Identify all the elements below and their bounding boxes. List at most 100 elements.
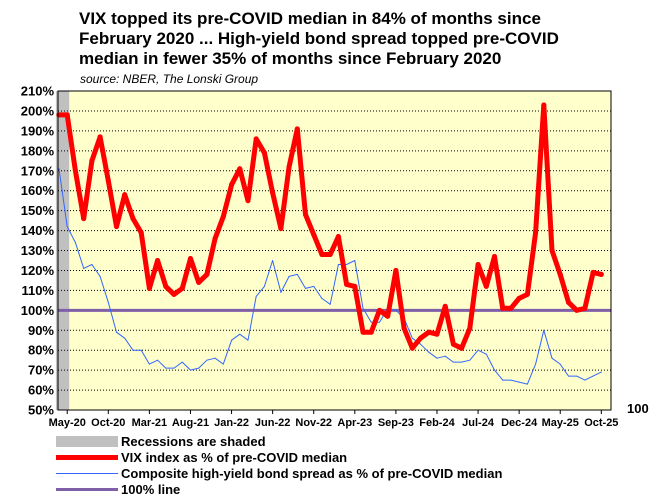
spread-series-line-point	[469, 359, 471, 361]
spread-series-line-point	[526, 383, 528, 385]
x-tick-label: Apr-23	[337, 417, 372, 429]
chart-legend: Recessions are shaded VIX index as % of …	[56, 433, 502, 497]
spread-series-line-point	[584, 379, 586, 381]
spread-series-line-point	[592, 375, 594, 377]
spread-series-line-point	[559, 363, 561, 365]
spread-series-line-point	[173, 367, 175, 369]
spread-series-line-point	[132, 349, 134, 351]
spread-series-line-point	[148, 363, 150, 365]
vix-series-line-point	[319, 251, 325, 257]
vix-series-line-point	[467, 325, 473, 331]
vix-series-line-point	[442, 303, 448, 309]
legend-label-spread: Composite high-yield bond spread as % of…	[121, 465, 503, 481]
spread-series-line-point	[337, 263, 339, 265]
spread-series-line-point	[239, 333, 241, 335]
spread-series-line-point	[91, 263, 93, 265]
y-tick-label: 100%	[21, 303, 55, 318]
vix-series-line-point	[393, 267, 399, 273]
spread-series-line-point	[354, 259, 356, 261]
vix-series-line-point	[418, 335, 424, 341]
spread-series-line-point	[214, 357, 216, 359]
spread-series-line-point	[206, 359, 208, 361]
y-tick-label: 120%	[21, 263, 55, 278]
vix-series-line-point	[401, 325, 407, 331]
spread-series-line-point	[543, 329, 545, 331]
vix-series-line-point	[450, 341, 456, 347]
spread-series-line-point	[181, 361, 183, 363]
spread-series-line-point	[272, 259, 274, 261]
spread-series-line-point	[222, 363, 224, 365]
y-tick-label: 130%	[21, 243, 55, 258]
line100-swatch	[56, 487, 118, 491]
vix-series-line-point	[426, 329, 432, 335]
spread-series-line-point	[247, 339, 249, 341]
vix-series-line-point	[360, 329, 366, 335]
spread-series-line-point	[362, 307, 364, 309]
vix-series-line-point	[229, 182, 235, 188]
x-tick-label: May-20	[49, 417, 86, 429]
vix-series-line-point	[303, 212, 309, 218]
spread-series-line-point	[428, 351, 430, 353]
y-tick-label: 90%	[28, 323, 54, 338]
legend-label-100line: 100% line	[121, 481, 181, 497]
y-tick-label: 50%	[28, 403, 54, 418]
spread-series-line-point	[255, 295, 257, 297]
legend-label-vix: VIX index as % of pre-COVID median	[121, 449, 348, 465]
spread-series-line-point	[116, 331, 118, 333]
vix-series-line-point	[533, 230, 539, 236]
spread-series-line-point	[107, 301, 109, 303]
chart-source: source: NBER, The Lonski Group	[80, 72, 259, 86]
legend-item-vix: VIX index as % of pre-COVID median	[56, 449, 502, 465]
spread-series-line-point	[370, 321, 372, 323]
vix-series-line-point	[344, 281, 350, 287]
vix-series-line-point	[179, 285, 185, 291]
vix-series-line-point	[541, 102, 547, 108]
spread-series-line-point	[551, 357, 553, 359]
chart-title-line-2: February 2020 ... High-yield bond spread…	[79, 29, 559, 48]
x-tick-label: Dec-24	[501, 417, 538, 429]
vix-series-line-point	[409, 345, 415, 351]
vix-series-line-point	[500, 305, 506, 311]
vix-series-line-point	[81, 216, 87, 222]
spread-series-line-point	[395, 309, 397, 311]
x-tick-label: Feb-24	[419, 417, 455, 429]
vix-series-line-point	[491, 253, 497, 259]
x-tick-label: Oct-20	[91, 417, 125, 429]
vix-series-line-point	[565, 299, 571, 305]
vix-series-line-point	[155, 257, 161, 263]
legend-item-spread: Composite high-yield bond spread as % of…	[56, 465, 502, 481]
y-tick-label: 190%	[21, 123, 55, 138]
y-tick-label: 140%	[21, 223, 55, 238]
spread-series-line-point	[346, 263, 348, 265]
vix-series-line-point	[237, 166, 243, 172]
vix-series-line-point	[138, 230, 144, 236]
spread-series-line-point	[518, 381, 520, 383]
y-tick-label: 60%	[28, 383, 54, 398]
y-tick-label: 110%	[21, 283, 54, 298]
spread-series-line-point	[567, 375, 569, 377]
spread-series-line-point	[461, 361, 463, 363]
vix-series-line-point	[114, 224, 120, 230]
vix-series-line-point	[311, 232, 317, 238]
spread-series-line-point	[99, 275, 101, 277]
spread-series-line-point	[288, 275, 290, 277]
vix-series-line-point	[261, 150, 267, 156]
spread-series-line-point	[576, 375, 578, 377]
recession-swatch	[56, 435, 118, 447]
spread-series-line-point	[165, 367, 167, 369]
spread-series-line-point	[231, 339, 233, 341]
vix-series-line-point	[105, 178, 111, 184]
vix-series-line-point	[327, 251, 333, 257]
vix-series-line-point	[97, 134, 103, 140]
right-axis-label: 100	[627, 401, 649, 416]
vix-series-line-point	[368, 329, 374, 335]
vix-series-line-point	[220, 214, 226, 220]
spread-series-line-point	[477, 349, 479, 351]
vix-series-line-point	[582, 305, 588, 311]
legend-label-recession: Recessions are shaded	[121, 433, 266, 449]
spread-series-line-point	[436, 357, 438, 359]
vix-series-line-point	[483, 283, 489, 289]
vix-series-line-point	[294, 126, 300, 132]
vix-series-line-point	[64, 112, 70, 118]
